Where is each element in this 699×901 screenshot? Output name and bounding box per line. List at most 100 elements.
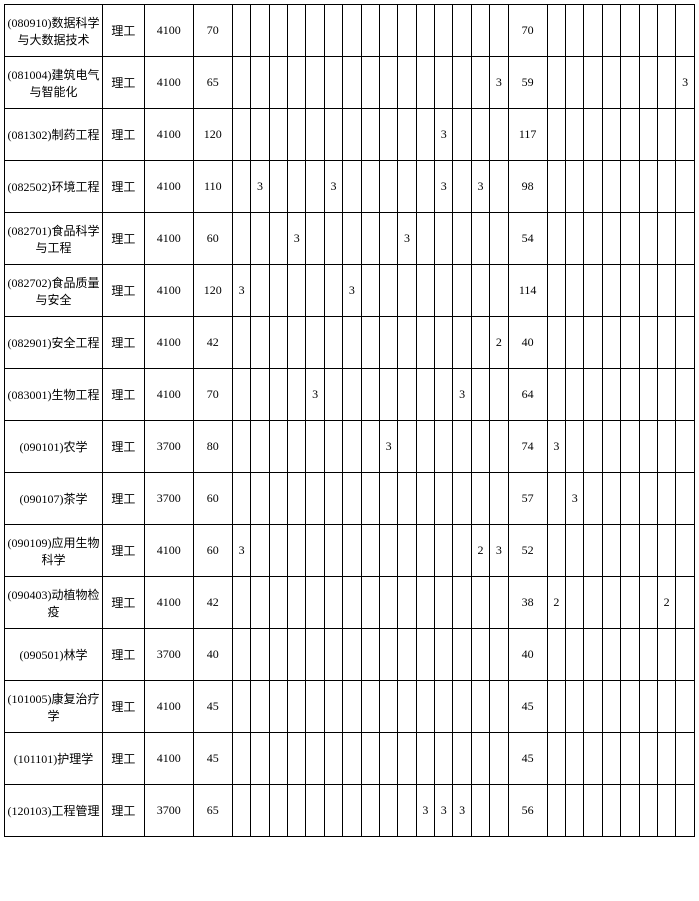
cell-c25 bbox=[621, 57, 639, 109]
cell-c26 bbox=[639, 681, 657, 733]
cell-category: 理工 bbox=[103, 629, 145, 681]
cell-c15 bbox=[416, 733, 434, 785]
cell-c13 bbox=[379, 733, 397, 785]
cell-c14 bbox=[398, 681, 416, 733]
cell-c28 bbox=[676, 369, 695, 421]
cell-c7 bbox=[269, 213, 287, 265]
cell-c10 bbox=[324, 369, 342, 421]
cell-c28 bbox=[676, 421, 695, 473]
cell-c9 bbox=[306, 317, 324, 369]
cell-c13 bbox=[379, 629, 397, 681]
cell-c25 bbox=[621, 785, 639, 837]
cell-c8 bbox=[288, 577, 306, 629]
cell-total: 120 bbox=[193, 265, 232, 317]
cell-c6 bbox=[251, 473, 269, 525]
cell-c24 bbox=[602, 785, 620, 837]
cell-c12 bbox=[361, 525, 379, 577]
cell-c27 bbox=[657, 265, 675, 317]
cell-c18 bbox=[471, 109, 489, 161]
cell-c17 bbox=[453, 629, 471, 681]
cell-name: (080910)数据科学与大数据技术 bbox=[5, 5, 103, 57]
cell-c10 bbox=[324, 213, 342, 265]
cell-c7 bbox=[269, 785, 287, 837]
cell-c6 bbox=[251, 109, 269, 161]
cell-main: 114 bbox=[508, 265, 547, 317]
cell-c16 bbox=[435, 317, 453, 369]
cell-c27 bbox=[657, 421, 675, 473]
cell-c28: 3 bbox=[676, 57, 695, 109]
cell-c27 bbox=[657, 525, 675, 577]
cell-c6: 3 bbox=[251, 161, 269, 213]
cell-c9 bbox=[306, 629, 324, 681]
cell-c8 bbox=[288, 473, 306, 525]
cell-c16 bbox=[435, 733, 453, 785]
cell-c17 bbox=[453, 473, 471, 525]
cell-c16 bbox=[435, 265, 453, 317]
cell-c13 bbox=[379, 681, 397, 733]
cell-c24 bbox=[602, 109, 620, 161]
cell-c12 bbox=[361, 265, 379, 317]
cell-c15: 3 bbox=[416, 785, 434, 837]
cell-c14 bbox=[398, 733, 416, 785]
cell-c13 bbox=[379, 265, 397, 317]
cell-c15 bbox=[416, 629, 434, 681]
cell-c12 bbox=[361, 421, 379, 473]
cell-c25 bbox=[621, 525, 639, 577]
cell-c5 bbox=[232, 473, 250, 525]
cell-c21: 3 bbox=[547, 421, 565, 473]
cell-c26 bbox=[639, 421, 657, 473]
cell-c6 bbox=[251, 57, 269, 109]
cell-c25 bbox=[621, 317, 639, 369]
cell-c12 bbox=[361, 109, 379, 161]
cell-c27 bbox=[657, 317, 675, 369]
cell-c7 bbox=[269, 57, 287, 109]
cell-c22 bbox=[566, 109, 584, 161]
cell-c17 bbox=[453, 57, 471, 109]
cell-c8 bbox=[288, 681, 306, 733]
cell-c6 bbox=[251, 317, 269, 369]
cell-c12 bbox=[361, 5, 379, 57]
cell-c11 bbox=[343, 109, 361, 161]
cell-c27 bbox=[657, 785, 675, 837]
cell-c18 bbox=[471, 785, 489, 837]
cell-c11 bbox=[343, 785, 361, 837]
cell-c15 bbox=[416, 5, 434, 57]
cell-c13 bbox=[379, 577, 397, 629]
cell-c15 bbox=[416, 577, 434, 629]
cell-c27 bbox=[657, 57, 675, 109]
cell-c15 bbox=[416, 265, 434, 317]
cell-main: 40 bbox=[508, 317, 547, 369]
cell-c13 bbox=[379, 161, 397, 213]
cell-main: 98 bbox=[508, 161, 547, 213]
cell-c8 bbox=[288, 369, 306, 421]
cell-c23 bbox=[584, 213, 602, 265]
cell-c15 bbox=[416, 161, 434, 213]
cell-c7 bbox=[269, 265, 287, 317]
cell-c17 bbox=[453, 109, 471, 161]
cell-c28 bbox=[676, 317, 695, 369]
cell-fee: 4100 bbox=[144, 525, 193, 577]
cell-c8 bbox=[288, 733, 306, 785]
cell-c11 bbox=[343, 317, 361, 369]
cell-c18: 3 bbox=[471, 161, 489, 213]
cell-c6 bbox=[251, 681, 269, 733]
cell-c22 bbox=[566, 265, 584, 317]
cell-category: 理工 bbox=[103, 733, 145, 785]
cell-c10 bbox=[324, 577, 342, 629]
cell-c25 bbox=[621, 733, 639, 785]
cell-c19: 3 bbox=[490, 57, 508, 109]
cell-c22 bbox=[566, 525, 584, 577]
cell-c10 bbox=[324, 629, 342, 681]
cell-c8 bbox=[288, 421, 306, 473]
cell-c27 bbox=[657, 161, 675, 213]
cell-c11 bbox=[343, 5, 361, 57]
cell-c14 bbox=[398, 161, 416, 213]
cell-c14 bbox=[398, 369, 416, 421]
cell-c23 bbox=[584, 57, 602, 109]
cell-c23 bbox=[584, 369, 602, 421]
cell-c26 bbox=[639, 473, 657, 525]
cell-category: 理工 bbox=[103, 421, 145, 473]
cell-main: 45 bbox=[508, 733, 547, 785]
table-row: (101101)护理学理工41004545 bbox=[5, 733, 695, 785]
cell-c15 bbox=[416, 369, 434, 421]
